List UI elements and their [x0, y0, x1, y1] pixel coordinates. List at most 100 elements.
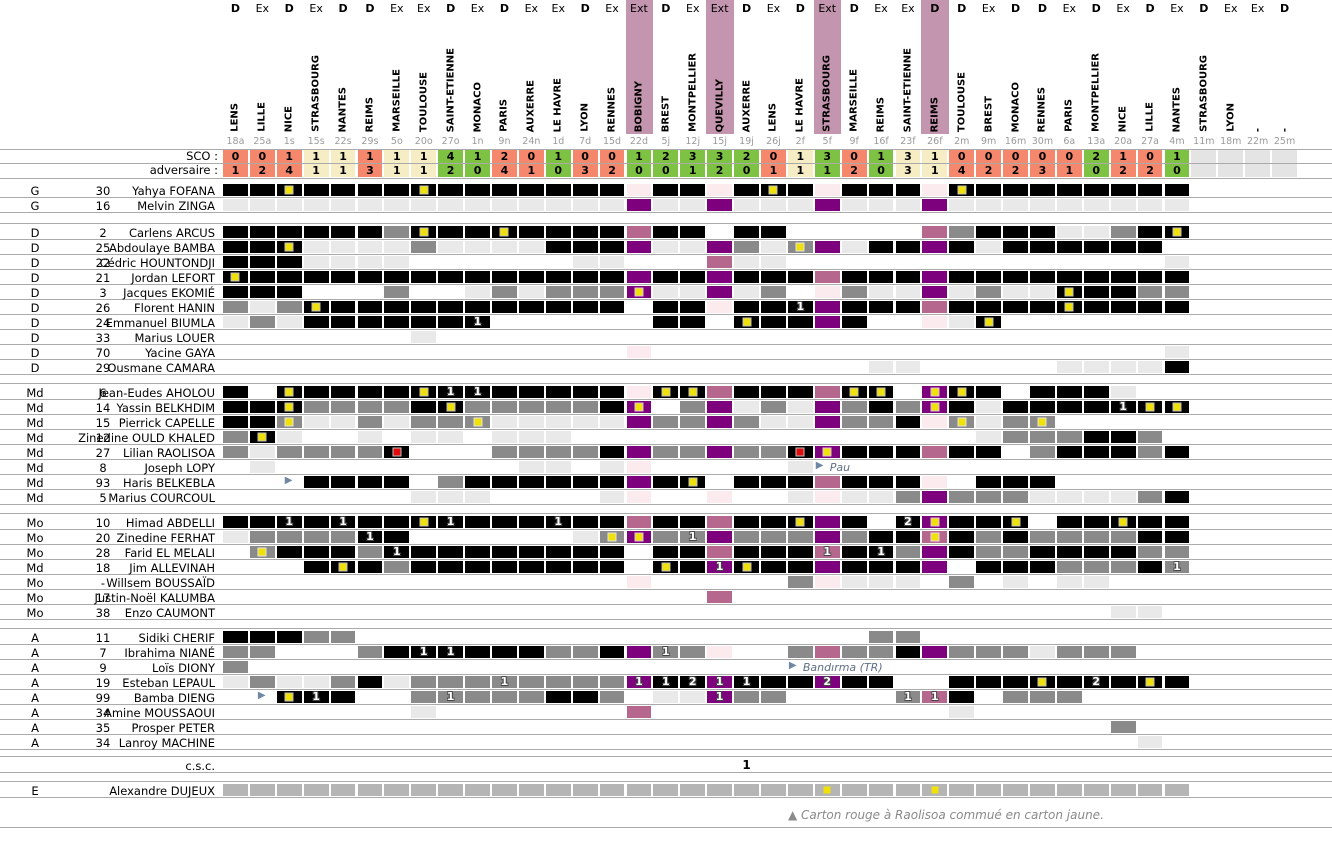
match-cell [249, 416, 275, 428]
match-cell [465, 691, 490, 703]
goal-count: 1 [823, 545, 832, 558]
score-adversaire: 1 [680, 164, 706, 177]
match-cell [599, 184, 625, 196]
shirt-number: 35 [95, 721, 111, 735]
match-cell [599, 531, 625, 543]
match-cell [1083, 446, 1109, 458]
venue-label: Ex [255, 2, 270, 15]
goal-count: 1 [662, 675, 670, 688]
match-cell [223, 256, 248, 268]
opponent-name: BREST [660, 95, 672, 132]
player-name: Pierrick CAPELLE [118, 416, 215, 430]
match-cell [303, 446, 329, 458]
coach-match-cell [357, 784, 383, 796]
match-cell [895, 531, 921, 543]
venue-label: Ex [1170, 2, 1184, 15]
match-cell [1083, 516, 1109, 528]
position-label: Md [26, 416, 44, 430]
red-card-icon [796, 448, 804, 456]
match-cell [303, 271, 329, 283]
venue-label: Ex [309, 2, 323, 15]
player-row: A 99 Bamba DIENG ▶ 1 1 1 1 1 [0, 690, 1332, 705]
position-label: D [30, 256, 40, 270]
match-cell [841, 576, 867, 588]
match-cell [895, 271, 921, 283]
match-cell [653, 691, 679, 703]
match-cell [1137, 516, 1163, 528]
shirt-number: 11 [95, 631, 111, 645]
venue-label: Ex [1224, 2, 1238, 15]
match-cell [1003, 546, 1028, 558]
yellow-card-icon [689, 388, 697, 396]
match-cell: 2 [895, 515, 921, 528]
venue-label: Ex [605, 2, 619, 15]
shirt-number: 10 [95, 516, 111, 530]
match-cell [707, 286, 733, 298]
match-cell [680, 286, 706, 298]
score-sco: 0 [1003, 150, 1028, 163]
match-cell [384, 226, 410, 238]
match-cell [922, 446, 948, 458]
match-cell [223, 301, 248, 313]
match-cell [1110, 386, 1136, 398]
venue-label: D [446, 2, 456, 15]
match-cell [895, 401, 921, 413]
yellow-card-icon [958, 186, 966, 194]
player-row: Md 14 Yassin BELKHDIM 1 [0, 400, 1332, 415]
match-cell [626, 531, 652, 543]
match-cell: 1 [545, 515, 571, 528]
venue-label: D [930, 2, 940, 15]
coach-match-cell [814, 784, 840, 796]
match-cell [653, 516, 679, 528]
player-name: Amine MOUSSAOUI [103, 706, 215, 720]
score-adversaire: 3 [357, 164, 383, 177]
match-cell [787, 446, 813, 458]
match-date: 1d [552, 136, 565, 147]
match-cell [518, 546, 544, 558]
match-cell [492, 241, 517, 253]
opponent-name: MONTPELLIER [1090, 53, 1102, 132]
csc-label: c.s.c. [185, 759, 215, 773]
match-cell [707, 401, 733, 413]
venue-label: Ex [417, 2, 431, 15]
match-cell [438, 476, 464, 488]
score-sco: 1 [545, 150, 571, 163]
yellow-card-icon [1173, 228, 1181, 236]
match-cell [1056, 446, 1082, 458]
match-cell [653, 271, 679, 283]
match-cell [303, 531, 329, 543]
opponent-name: NANTES [1171, 86, 1183, 132]
score-sco: 0 [1137, 150, 1163, 163]
position-label: A [31, 631, 39, 645]
match-cell [841, 531, 867, 543]
divider [0, 827, 1332, 828]
venue-label: Ex [524, 2, 539, 15]
player-name: Jacques EKOMIÉ [123, 286, 215, 300]
match-cell [1083, 546, 1109, 558]
score-sco: 1 [384, 150, 410, 163]
match-cell [787, 199, 813, 211]
match-cell [1164, 226, 1190, 238]
match-cell [949, 576, 975, 588]
match-cell [707, 271, 733, 283]
match-cell [653, 531, 679, 543]
match-cell [438, 416, 464, 428]
match-cell [707, 491, 733, 503]
yellow-card-icon [1038, 678, 1046, 686]
position-label: G [30, 184, 40, 198]
match-cell [626, 241, 652, 253]
match-cell [438, 241, 464, 253]
opponent-name: MONTPELLIER [687, 53, 699, 132]
match-cell [223, 386, 248, 398]
match-cell [787, 401, 813, 413]
match-cell [895, 561, 921, 573]
yellow-card-icon [608, 533, 616, 541]
match-cell [1056, 516, 1082, 528]
score-sco: 1 [787, 150, 813, 163]
score-sco [1272, 150, 1297, 163]
match-cell [761, 546, 786, 558]
match-date: 1n [471, 136, 484, 147]
match-cell [1056, 576, 1082, 588]
match-cell [949, 386, 975, 398]
match-cell [572, 226, 598, 238]
